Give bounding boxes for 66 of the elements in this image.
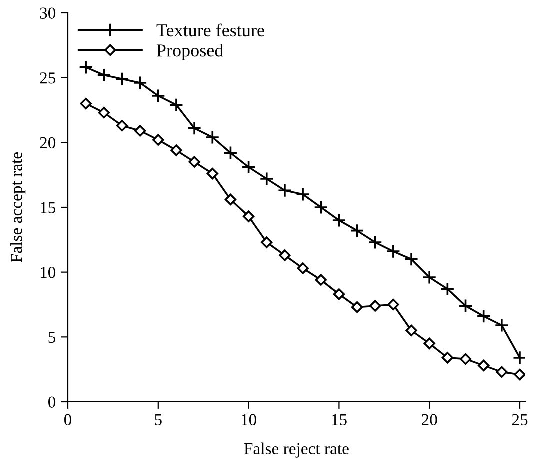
point bbox=[297, 262, 309, 274]
point bbox=[333, 288, 346, 300]
point bbox=[152, 134, 164, 146]
x-tick-label: 15 bbox=[332, 414, 347, 426]
point bbox=[242, 210, 255, 222]
point bbox=[406, 324, 418, 336]
point bbox=[332, 213, 346, 228]
y-tick-label: 5 bbox=[48, 332, 56, 344]
point bbox=[78, 60, 94, 75]
point bbox=[279, 250, 291, 262]
point bbox=[368, 235, 383, 250]
point bbox=[314, 200, 328, 215]
point bbox=[170, 144, 182, 156]
point bbox=[494, 318, 510, 333]
y-tick-label: 0 bbox=[48, 396, 56, 408]
legend-label: Proposed bbox=[156, 44, 224, 60]
y-tick-label: 25 bbox=[40, 72, 56, 84]
point bbox=[460, 353, 472, 366]
point bbox=[224, 194, 237, 206]
y-tick-label: 10 bbox=[40, 267, 56, 278]
point bbox=[224, 146, 238, 160]
point bbox=[169, 98, 184, 112]
point bbox=[116, 120, 128, 132]
x-tick-label: 25 bbox=[512, 414, 528, 426]
point bbox=[134, 125, 146, 137]
point bbox=[478, 360, 490, 372]
point bbox=[98, 107, 110, 119]
point bbox=[133, 76, 148, 90]
point bbox=[424, 338, 436, 350]
point bbox=[476, 309, 491, 324]
x-tick-label: 20 bbox=[422, 414, 438, 426]
x-tick-label: 10 bbox=[242, 414, 256, 426]
point bbox=[260, 172, 274, 186]
point bbox=[296, 187, 310, 202]
y-axis-title: False accept rate bbox=[10, 152, 26, 263]
y-tick-label: 30 bbox=[40, 8, 56, 19]
point bbox=[315, 274, 327, 286]
point bbox=[242, 160, 256, 174]
point bbox=[261, 236, 273, 248]
point bbox=[404, 252, 419, 267]
point bbox=[187, 121, 202, 136]
x-tick-label: 0 bbox=[64, 414, 72, 426]
point bbox=[386, 244, 401, 259]
point bbox=[442, 352, 454, 364]
point bbox=[206, 168, 218, 180]
y-tick-label: 15 bbox=[40, 202, 56, 214]
x-tick-label: 5 bbox=[155, 414, 162, 426]
point bbox=[350, 224, 364, 238]
point bbox=[351, 302, 364, 314]
point bbox=[496, 366, 508, 378]
x-axis-title: False reject rate bbox=[244, 442, 349, 458]
legend-label: Texture festure bbox=[156, 24, 264, 37]
point bbox=[188, 156, 200, 168]
point bbox=[278, 183, 292, 198]
point bbox=[388, 298, 400, 311]
point bbox=[370, 300, 382, 312]
point bbox=[115, 72, 130, 86]
point bbox=[458, 298, 473, 314]
point bbox=[205, 130, 220, 145]
y-tick-label: 20 bbox=[40, 137, 56, 149]
point bbox=[422, 270, 437, 285]
point bbox=[80, 98, 92, 110]
point bbox=[514, 368, 526, 381]
point bbox=[151, 88, 166, 104]
point bbox=[97, 68, 112, 82]
point bbox=[440, 282, 455, 296]
